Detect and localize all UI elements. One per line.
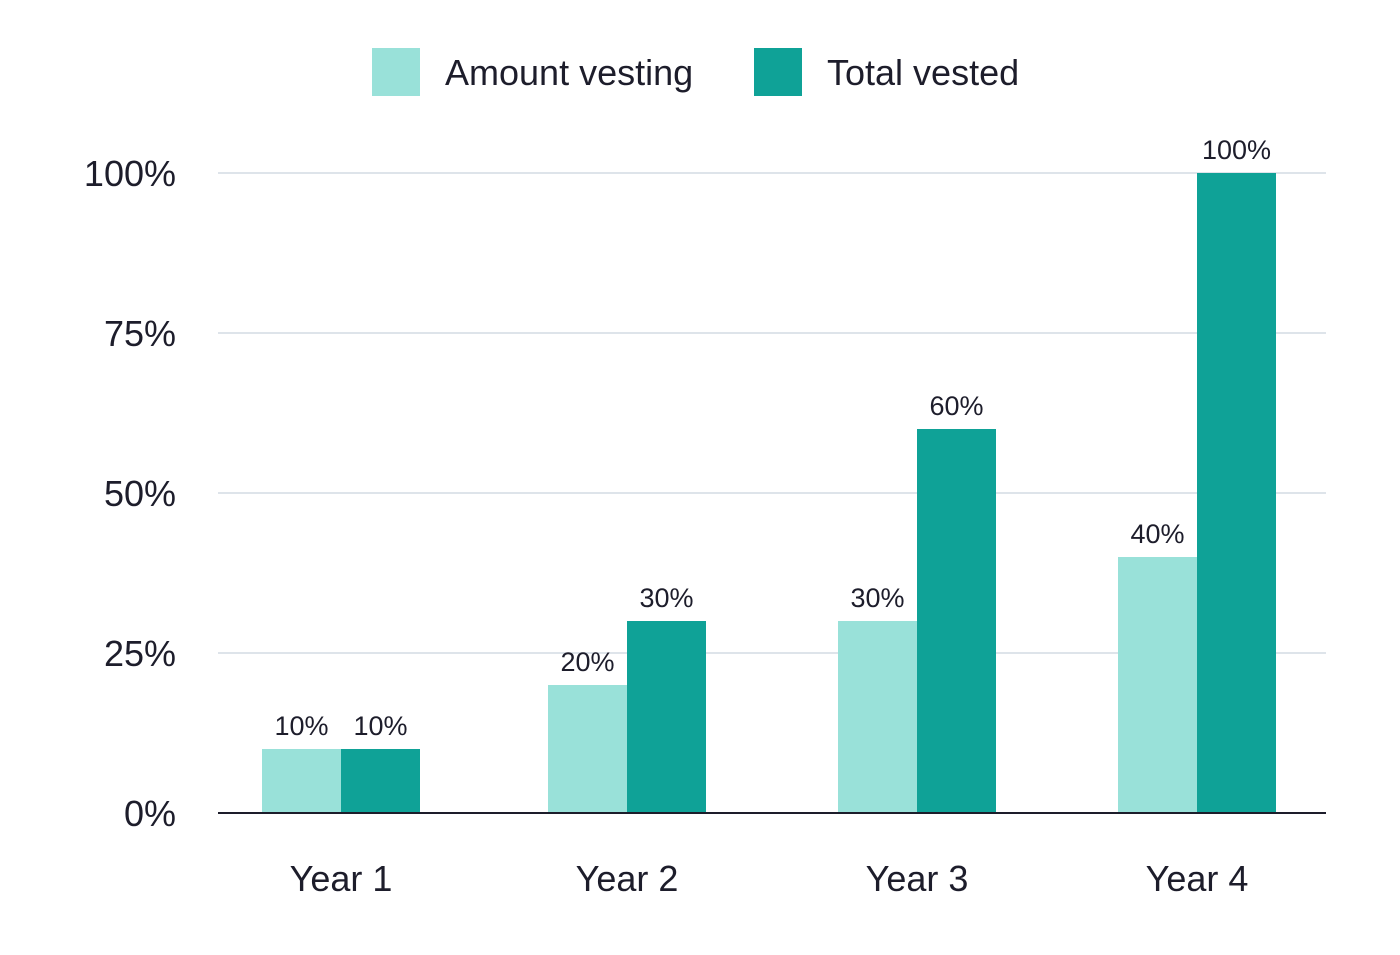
- legend: Amount vesting Total vested: [372, 48, 1019, 96]
- legend-swatch: [372, 48, 420, 96]
- data-label: 10%: [274, 711, 328, 741]
- bar-amount-vesting: [838, 621, 917, 813]
- y-tick-label: 100%: [84, 153, 176, 194]
- y-tick-label: 75%: [104, 313, 176, 354]
- x-tick-label: Year 3: [866, 858, 969, 899]
- legend-label: Total vested: [827, 52, 1019, 93]
- data-label: 20%: [560, 647, 614, 677]
- bar-amount-vesting: [262, 749, 341, 813]
- x-tick-label: Year 4: [1146, 858, 1249, 899]
- legend-swatch: [754, 48, 802, 96]
- bar-total-vested: [917, 429, 996, 813]
- data-label: 10%: [353, 711, 407, 741]
- bars: [262, 173, 1276, 813]
- bar-total-vested: [1197, 173, 1276, 813]
- data-labels: 10% 20% 30% 40% 10% 30% 60% 100%: [274, 135, 1271, 741]
- bar-total-vested: [341, 749, 420, 813]
- x-tick-label: Year 1: [290, 858, 393, 899]
- y-tick-label: 50%: [104, 473, 176, 514]
- data-label: 30%: [639, 583, 693, 613]
- data-label: 60%: [929, 391, 983, 421]
- bar-amount-vesting: [1118, 557, 1197, 813]
- data-label: 30%: [850, 583, 904, 613]
- x-tick-label: Year 2: [576, 858, 679, 899]
- y-axis-ticks: 0% 25% 50% 75% 100%: [84, 153, 176, 834]
- legend-label: Amount vesting: [445, 52, 693, 93]
- bar-amount-vesting: [548, 685, 627, 813]
- x-axis-ticks: Year 1 Year 2 Year 3 Year 4: [290, 858, 1249, 899]
- y-tick-label: 25%: [104, 633, 176, 674]
- y-tick-label: 0%: [124, 793, 176, 834]
- bar-total-vested: [627, 621, 706, 813]
- data-label: 100%: [1202, 135, 1271, 165]
- data-label: 40%: [1130, 519, 1184, 549]
